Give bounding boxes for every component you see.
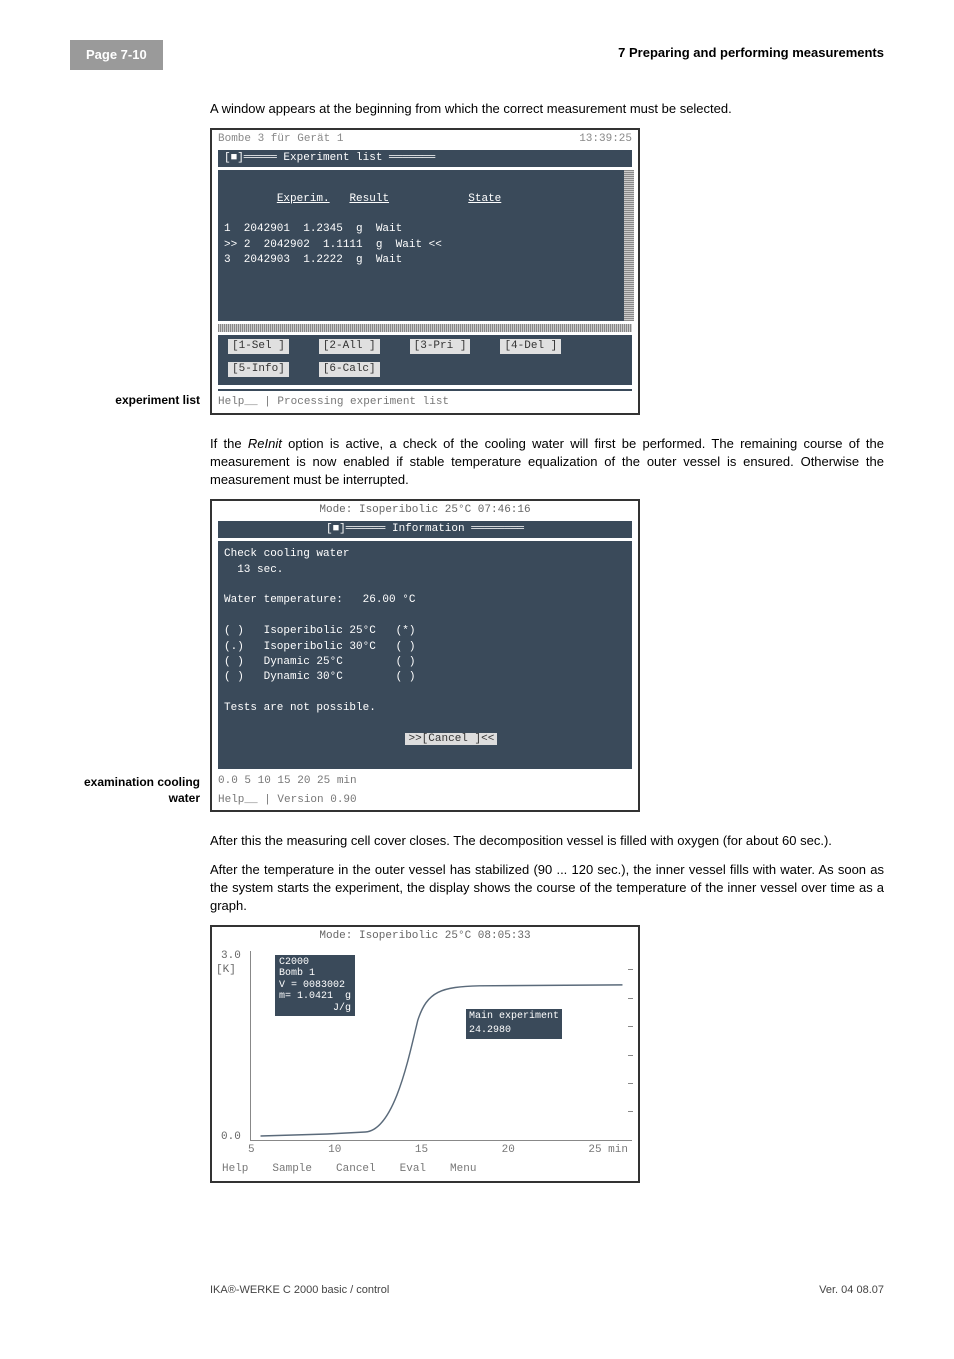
x-axis-ticks: 5 10 15 20 25 min — [212, 1143, 638, 1160]
btn-calc[interactable]: [6-Calc] — [319, 362, 380, 377]
graph-window: Mode: Isoperibolic 25°C 08:05:33 [K] 3.0… — [210, 925, 640, 1183]
terminal-window: Bombe 3 für Gerät 1 13:39:25 [■]═════ Ex… — [210, 128, 640, 414]
term-banner: [■]═════ Experiment list ═══════ — [218, 150, 632, 167]
term-mode-line: Mode: Isoperibolic 25°C 07:46:16 — [212, 501, 638, 520]
term-title: Bombe 3 für Gerät 1 — [218, 132, 343, 147]
y-axis-label: [K] — [216, 963, 236, 978]
term-status-bar: Help__ | Version 0.90 — [212, 791, 638, 810]
term-clock: 13:39:25 — [579, 132, 632, 147]
footer-right: Ver. 04 08.07 — [819, 1283, 884, 1298]
screenshot-label: examination cooling water — [70, 775, 200, 806]
screenshot-experiment-list: experiment list Bombe 3 für Gerät 1 13:3… — [210, 128, 884, 414]
radio-option[interactable]: ( ) Dynamic 25°C ( ) — [224, 655, 626, 670]
col-header: State — [468, 193, 501, 205]
btn-del[interactable]: [4-Del ] — [500, 339, 561, 354]
graph-menu-bar: Help Sample Cancel Eval Menu — [212, 1160, 638, 1181]
graph-annotation: Main experiment 24.2980 — [466, 1009, 562, 1039]
paragraph-3: After this the measuring cell cover clos… — [210, 832, 884, 850]
term-banner: [■]══════ Information ════════ — [218, 521, 632, 538]
terminal-window: Mode: Isoperibolic 25°C 07:46:16 [■]════… — [210, 499, 640, 812]
btn-info[interactable]: [5-Info] — [228, 362, 289, 377]
paragraph-4: After the temperature in the outer vesse… — [210, 861, 884, 916]
col-header: Result — [349, 193, 389, 205]
chapter-title: 7 Preparing and performing measurements — [618, 40, 884, 62]
page-footer: IKA®-WERKE C 2000 basic / control Ver. 0… — [210, 1283, 884, 1298]
menu-eval[interactable]: Eval — [400, 1162, 426, 1177]
radio-option[interactable]: ( ) Isoperibolic 25°C (*) — [224, 624, 626, 639]
screenshot-label: experiment list — [70, 393, 200, 409]
reinit-term: ReInit — [248, 436, 282, 451]
screenshot-cooling-water: examination cooling water Mode: Isoperib… — [210, 499, 884, 812]
page-header: Page 7-10 7 Preparing and performing mea… — [70, 40, 884, 70]
y-tick: 0.0 — [221, 1130, 241, 1145]
btn-all[interactable]: [2-All ] — [319, 339, 380, 354]
radio-option[interactable]: (.) Isoperibolic 30°C ( ) — [224, 640, 626, 655]
list-row[interactable]: 1 2042901 1.2345 g Wait — [224, 222, 626, 237]
menu-help[interactable]: Help — [222, 1162, 248, 1177]
temperature-curve — [251, 951, 632, 1140]
y-right-ticks — [627, 951, 633, 1140]
graph-plot-area: 3.0 0.0 C2000 Bomb 1 V = 0083002 m= 1.04… — [250, 951, 632, 1141]
paragraph-1: A window appears at the beginning from w… — [210, 100, 884, 118]
paragraph-2: If the ReInit option is active, a check … — [210, 435, 884, 490]
y-tick: 3.0 — [221, 949, 241, 964]
btn-pri[interactable]: [3-Pri ] — [410, 339, 471, 354]
scrollbar-vertical[interactable] — [624, 170, 634, 321]
term-list-area: Experim. Result State 1 2042901 1.2345 g… — [218, 170, 632, 321]
btn-sel[interactable]: [1-Sel ] — [228, 339, 289, 354]
cancel-button[interactable]: >>[Cancel ]<< — [405, 733, 497, 745]
scrollbar-horizontal[interactable] — [218, 324, 632, 332]
col-header: Experim. — [277, 193, 330, 205]
term-status-bar: Help__ | Processing experiment list — [212, 393, 638, 412]
menu-sample[interactable]: Sample — [272, 1162, 312, 1177]
screenshot-temperature-graph: Mode: Isoperibolic 25°C 08:05:33 [K] 3.0… — [210, 925, 884, 1183]
page-tab: Page 7-10 — [70, 40, 163, 70]
list-row[interactable]: 3 2042903 1.2222 g Wait — [224, 253, 626, 268]
term-info-area: Check cooling water 13 sec. Water temper… — [218, 541, 632, 768]
list-row[interactable]: >> 2 2042902 1.1111 g Wait << — [224, 238, 626, 253]
menu-menu[interactable]: Menu — [450, 1162, 476, 1177]
term-x-axis: 0.0 5 10 15 20 25 min — [212, 772, 638, 791]
radio-option[interactable]: ( ) Dynamic 30°C ( ) — [224, 670, 626, 685]
term-buttons: [1-Sel ] [2-All ] [3-Pri ] [4-Del ] [5-I… — [218, 335, 632, 386]
footer-left: IKA®-WERKE C 2000 basic / control — [210, 1283, 389, 1298]
menu-cancel[interactable]: Cancel — [336, 1162, 376, 1177]
graph-mode-line: Mode: Isoperibolic 25°C 08:05:33 — [212, 927, 638, 946]
